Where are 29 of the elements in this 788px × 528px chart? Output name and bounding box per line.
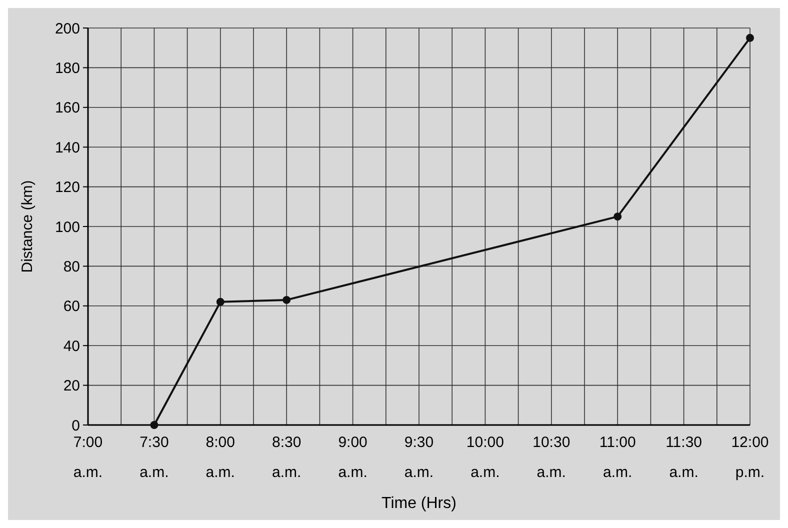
x-tick-label: 7:00 a.m. [73, 434, 103, 481]
y-tick-label: 40 [63, 338, 80, 355]
x-axis-title: Time (Hrs) [382, 495, 456, 512]
y-tick-label: 200 [54, 20, 80, 38]
y-tick-label: 20 [63, 378, 80, 395]
x-tick-label: 11:30 a.m. [666, 434, 702, 481]
x-tick-label: 8:00 a.m. [206, 434, 235, 481]
point [216, 298, 224, 306]
x-tick-label: 11:00 a.m. [599, 434, 636, 481]
point [282, 296, 291, 304]
x-tick-label: 9:30 a.m. [404, 434, 434, 481]
x-tick-label: 9:00 a.m. [338, 434, 368, 481]
y-tick-label: 120 [54, 179, 80, 196]
y-tick-label: 60 [63, 298, 80, 316]
x-tick-label: 10:00 a.m. [466, 434, 504, 481]
y-tick-label: 80 [63, 258, 80, 276]
point [746, 34, 754, 42]
y-tick-label: 0 [72, 417, 80, 434]
x-tick-label: 10:30 a.m. [532, 434, 570, 481]
point [150, 421, 158, 429]
y-tick-label: 140 [54, 139, 80, 156]
point [614, 212, 622, 221]
y-tick-label: 180 [54, 60, 80, 77]
y-tick-label: 100 [54, 218, 80, 236]
y-axis-title: Distance (km) [19, 180, 36, 273]
x-tick-label: 8:30 a.m. [272, 434, 302, 481]
y-tick-label: 160 [54, 100, 80, 117]
x-tick-label: 7:30 a.m. [140, 434, 169, 481]
x-tick-label: 12:00 p.m. [731, 434, 769, 481]
